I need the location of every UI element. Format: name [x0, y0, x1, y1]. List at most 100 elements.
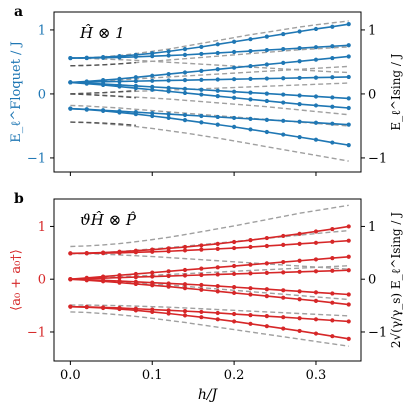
series-line — [70, 76, 349, 84]
data-point — [232, 263, 237, 269]
data-point — [101, 279, 106, 284]
data-point — [199, 243, 204, 248]
data-point — [215, 67, 220, 72]
ytick-label-right: −1 — [368, 151, 387, 166]
data-point — [281, 242, 286, 248]
reference-curve — [70, 252, 349, 270]
data-point — [330, 95, 335, 100]
data-point — [199, 113, 204, 119]
data-point — [215, 114, 220, 120]
series-line — [70, 107, 349, 126]
data-point — [297, 241, 302, 246]
data-point — [166, 89, 171, 94]
data-point — [313, 75, 319, 80]
reference-curve-dark — [70, 93, 136, 99]
series-line — [70, 225, 349, 255]
data-point — [248, 63, 253, 69]
ytick-label-right: 0 — [368, 87, 376, 102]
series-line — [70, 278, 349, 306]
data-point — [68, 304, 73, 309]
data-point — [182, 309, 188, 314]
reference-curve — [70, 311, 349, 347]
data-point — [264, 235, 269, 241]
data-point — [133, 75, 138, 80]
data-point — [199, 77, 204, 82]
axes-frame — [53, 198, 362, 362]
ytick-label-left: 1 — [38, 220, 46, 235]
data-point — [199, 87, 204, 92]
data-point — [281, 270, 286, 275]
series-line — [70, 44, 349, 59]
data-point — [232, 89, 237, 94]
data-point — [313, 26, 319, 32]
data-point — [330, 55, 335, 61]
data-point — [297, 269, 302, 274]
data-point — [133, 271, 138, 277]
data-point — [264, 98, 269, 104]
data-point — [264, 76, 269, 81]
data-point — [182, 90, 188, 96]
data-point — [281, 47, 286, 52]
data-point — [101, 250, 106, 256]
data-point — [232, 271, 237, 277]
data-point — [264, 91, 269, 96]
data-point — [297, 46, 302, 51]
data-point — [182, 248, 188, 253]
data-point — [68, 106, 73, 111]
data-point — [166, 308, 171, 313]
ylabel-left: ⟨a₀ + a₀†⟩ — [9, 249, 24, 311]
data-point — [199, 92, 204, 97]
data-point — [182, 47, 188, 52]
reference-curve — [70, 57, 349, 74]
data-point — [182, 313, 188, 318]
data-point — [264, 293, 269, 299]
data-point — [84, 81, 89, 86]
data-point — [297, 297, 302, 302]
data-point — [248, 76, 253, 81]
data-point — [215, 77, 220, 82]
data-point — [232, 77, 237, 82]
data-point — [68, 55, 73, 61]
data-point — [330, 121, 335, 126]
series-line — [70, 23, 349, 59]
data-point — [166, 249, 171, 254]
data-point — [232, 245, 237, 251]
data-point — [330, 226, 335, 232]
data-point — [150, 73, 155, 78]
reference-curve — [70, 93, 349, 116]
data-point — [313, 103, 319, 108]
data-point — [248, 127, 253, 132]
ytick-label-left: 0 — [38, 87, 46, 102]
data-point — [248, 90, 253, 95]
data-point — [199, 68, 204, 73]
data-point — [346, 43, 351, 48]
data-point — [346, 105, 351, 111]
data-point — [166, 273, 171, 279]
ytick-label-right: 1 — [368, 220, 376, 235]
data-point — [346, 22, 351, 27]
data-point — [150, 54, 155, 59]
data-point — [346, 238, 351, 243]
data-point — [215, 310, 220, 316]
data-point — [330, 291, 335, 296]
data-point — [264, 34, 269, 39]
data-point — [248, 244, 253, 250]
data-point — [297, 289, 302, 294]
data-point — [182, 244, 188, 250]
data-point — [281, 326, 286, 331]
reference-curve — [70, 278, 349, 301]
data-point — [84, 55, 89, 61]
data-point — [117, 110, 122, 115]
data-point — [330, 300, 335, 305]
data-point — [313, 45, 319, 50]
data-point — [166, 71, 171, 77]
data-point — [281, 100, 286, 105]
data-point — [150, 51, 155, 56]
data-point — [117, 250, 122, 255]
data-point — [166, 311, 171, 316]
data-point — [150, 270, 155, 275]
data-point — [281, 60, 286, 65]
ytick-label-right: −1 — [368, 325, 387, 340]
data-point — [264, 129, 269, 135]
